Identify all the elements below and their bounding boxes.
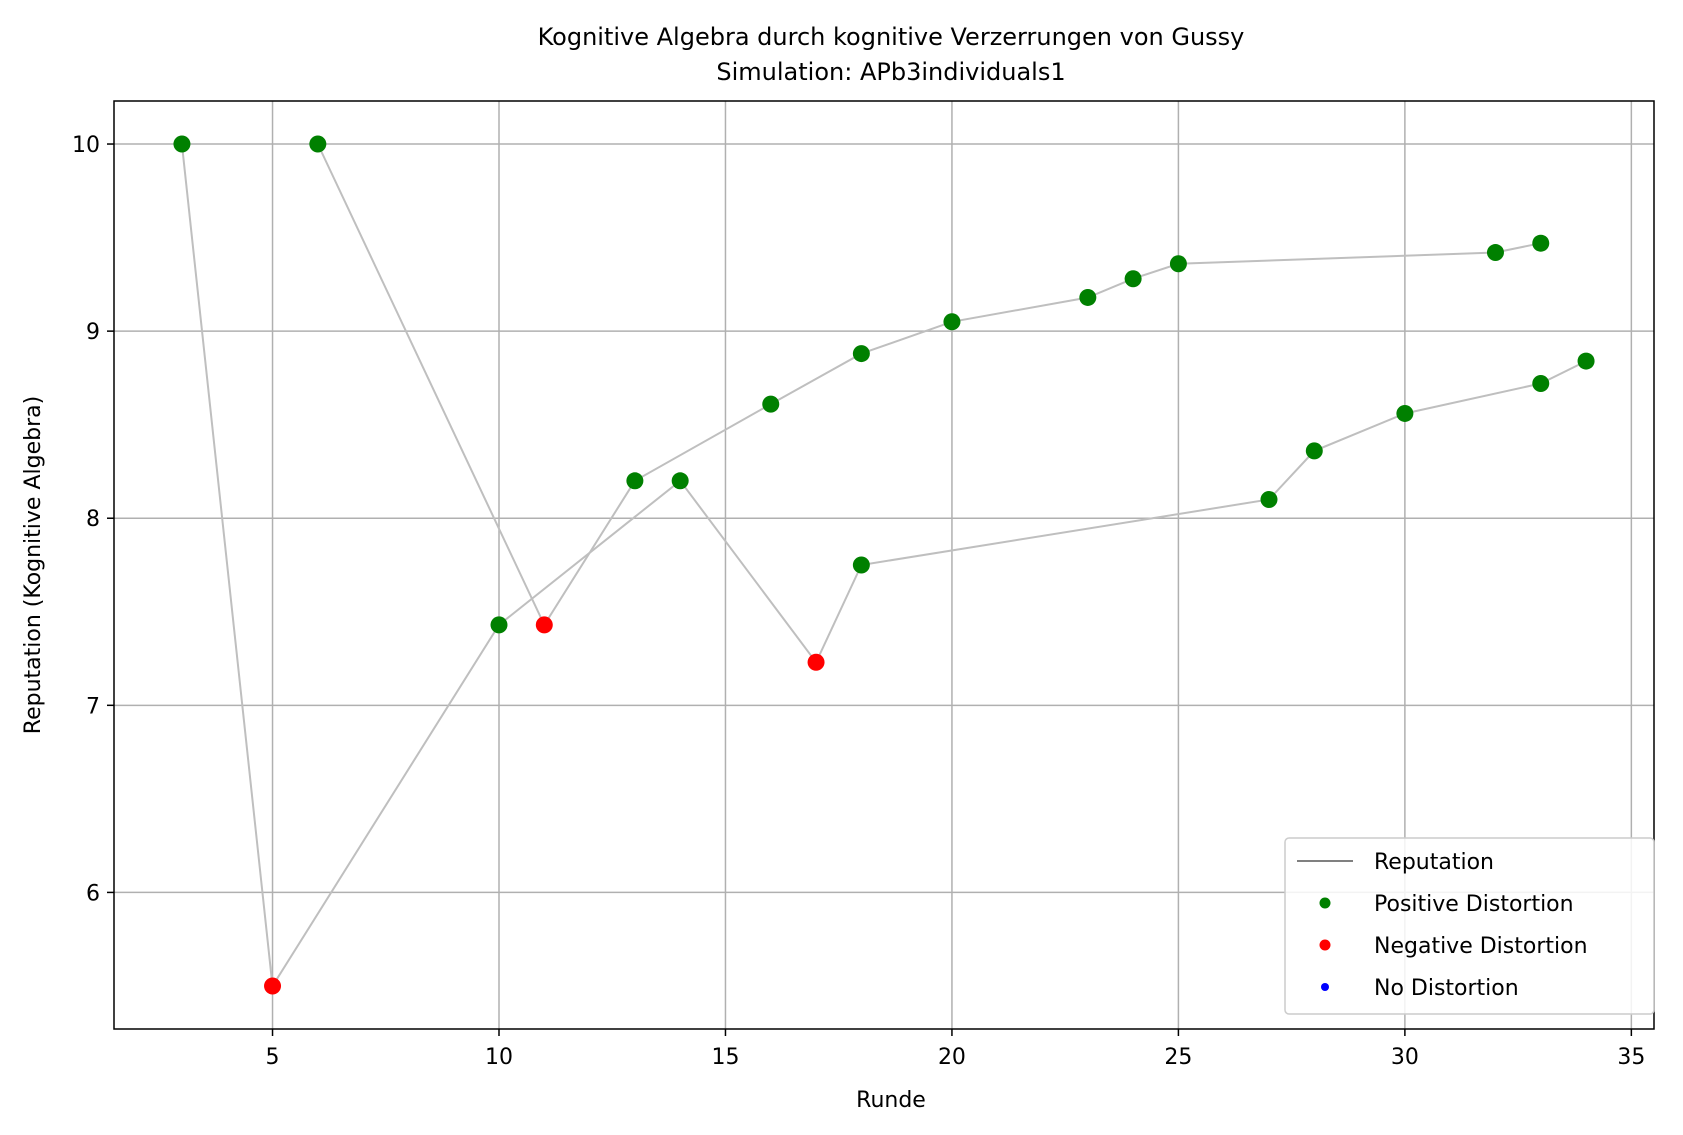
x-tick-label: 15 [711, 1045, 739, 1070]
legend: Reputation Positive Distortion Negative … [1284, 837, 1655, 1015]
data-point-positive [309, 135, 327, 153]
data-point-negative [535, 616, 553, 634]
legend-marker-positive [1319, 897, 1331, 909]
tick-layer: 5 10 15 20 25 30 35 6 7 8 9 10 [72, 133, 1645, 1070]
legend-label-negative: Negative Distortion [1374, 934, 1588, 959]
legend-label-none: No Distortion [1374, 976, 1519, 1001]
chart-title: Kognitive Algebra durch kognitive Verzer… [538, 23, 1245, 51]
data-point-negative [807, 653, 825, 671]
y-tick-label: 7 [86, 694, 100, 719]
series-line-2 [316, 143, 1542, 627]
legend-label-positive: Positive Distortion [1374, 892, 1574, 917]
data-point-positive [173, 135, 191, 153]
data-point-positive [1577, 352, 1595, 370]
y-tick-label: 6 [86, 881, 100, 906]
legend-box [1284, 837, 1655, 1015]
data-point-positive [1079, 288, 1097, 306]
data-point-negative [264, 977, 282, 995]
data-point-positive [943, 313, 961, 331]
y-tick-label: 10 [72, 133, 100, 158]
y-axis-label: Reputation (Kognitive Algebra) [21, 396, 46, 734]
plot-frame [113, 100, 1655, 1030]
data-point-positive [626, 472, 644, 490]
x-tick-label: 30 [1391, 1045, 1419, 1070]
data-point-positive [1532, 375, 1550, 393]
data-point-positive [671, 472, 689, 490]
data-point-positive [852, 345, 870, 363]
data-point-positive [1396, 404, 1414, 422]
legend-marker-negative [1319, 939, 1331, 951]
x-tick-label: 10 [485, 1045, 513, 1070]
data-point-positive [852, 556, 870, 574]
legend-label-reputation: Reputation [1374, 850, 1494, 875]
data-point-positive [1532, 234, 1550, 252]
data-point-positive [1305, 442, 1323, 460]
data-point-positive [762, 395, 780, 413]
data-point-positive [1260, 491, 1278, 509]
x-tick-label: 35 [1617, 1045, 1645, 1070]
x-axis-label: Runde [856, 1088, 926, 1113]
x-tick-label: 5 [266, 1045, 280, 1070]
y-tick-label: 8 [86, 507, 100, 532]
data-point-layer [173, 135, 1595, 995]
data-point-positive [490, 616, 508, 634]
data-point-positive [1124, 270, 1142, 288]
data-point-positive [1169, 255, 1187, 273]
data-point-positive [1486, 244, 1504, 262]
chart-subtitle: Simulation: APb3individuals1 [716, 58, 1065, 86]
legend-marker-none [1321, 983, 1329, 991]
x-tick-label: 20 [938, 1045, 966, 1070]
y-tick-label: 9 [86, 320, 100, 345]
x-tick-label: 25 [1164, 1045, 1192, 1070]
